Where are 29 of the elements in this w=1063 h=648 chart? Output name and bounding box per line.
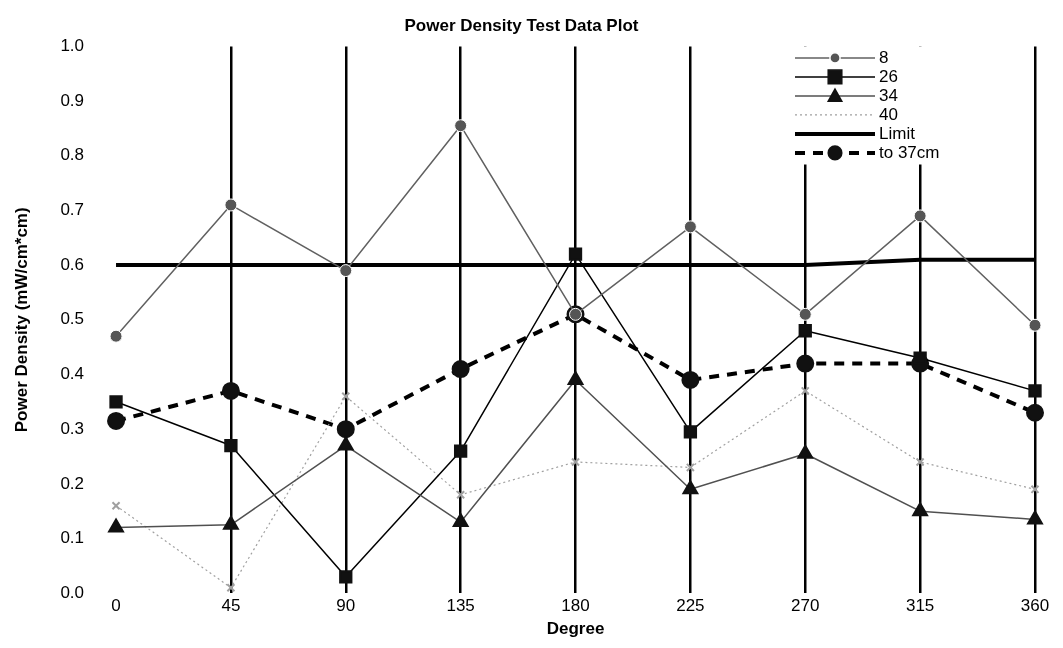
legend-label: Limit — [879, 123, 916, 143]
x-tick-label: 0 — [111, 596, 121, 616]
x-tick-label: 270 — [791, 596, 820, 616]
x-tick-label: 90 — [336, 596, 356, 616]
legend-label: to 37cm — [879, 142, 940, 162]
y-tick-label: 0.5 — [60, 309, 85, 329]
x-tick-label: 360 — [1020, 596, 1050, 616]
y-tick-label: 0.1 — [60, 528, 85, 548]
y-tick-label: 0.6 — [60, 254, 85, 274]
x-tick-label: 45 — [221, 596, 241, 616]
x-tick-label: 135 — [446, 596, 475, 616]
legend-label: 40 — [879, 104, 898, 124]
y-tick-label: 0.3 — [60, 418, 85, 438]
y-tick-label: 0.0 — [60, 582, 85, 602]
x-tick-label: 315 — [905, 596, 935, 616]
legend-label: 26 — [879, 66, 898, 86]
y-tick-label: 1.0 — [60, 36, 85, 56]
x-tick-label: 225 — [676, 596, 705, 616]
y-tick-label: 0.9 — [60, 90, 85, 110]
y-axis-title: Power Density (mW/cm*cm) — [11, 207, 31, 433]
y-tick-label: 0.4 — [60, 364, 85, 384]
x-tick-label: 180 — [561, 596, 590, 616]
legend-label: 8 — [879, 47, 889, 67]
legend-label: 34 — [879, 85, 898, 105]
x-axis-title: Degree — [546, 619, 605, 639]
y-tick-label: 0.8 — [60, 145, 85, 165]
chart-title: Power Density Test Data Plot — [404, 15, 639, 35]
y-tick-label: 0.7 — [60, 200, 85, 220]
y-tick-label: 0.2 — [60, 473, 85, 493]
